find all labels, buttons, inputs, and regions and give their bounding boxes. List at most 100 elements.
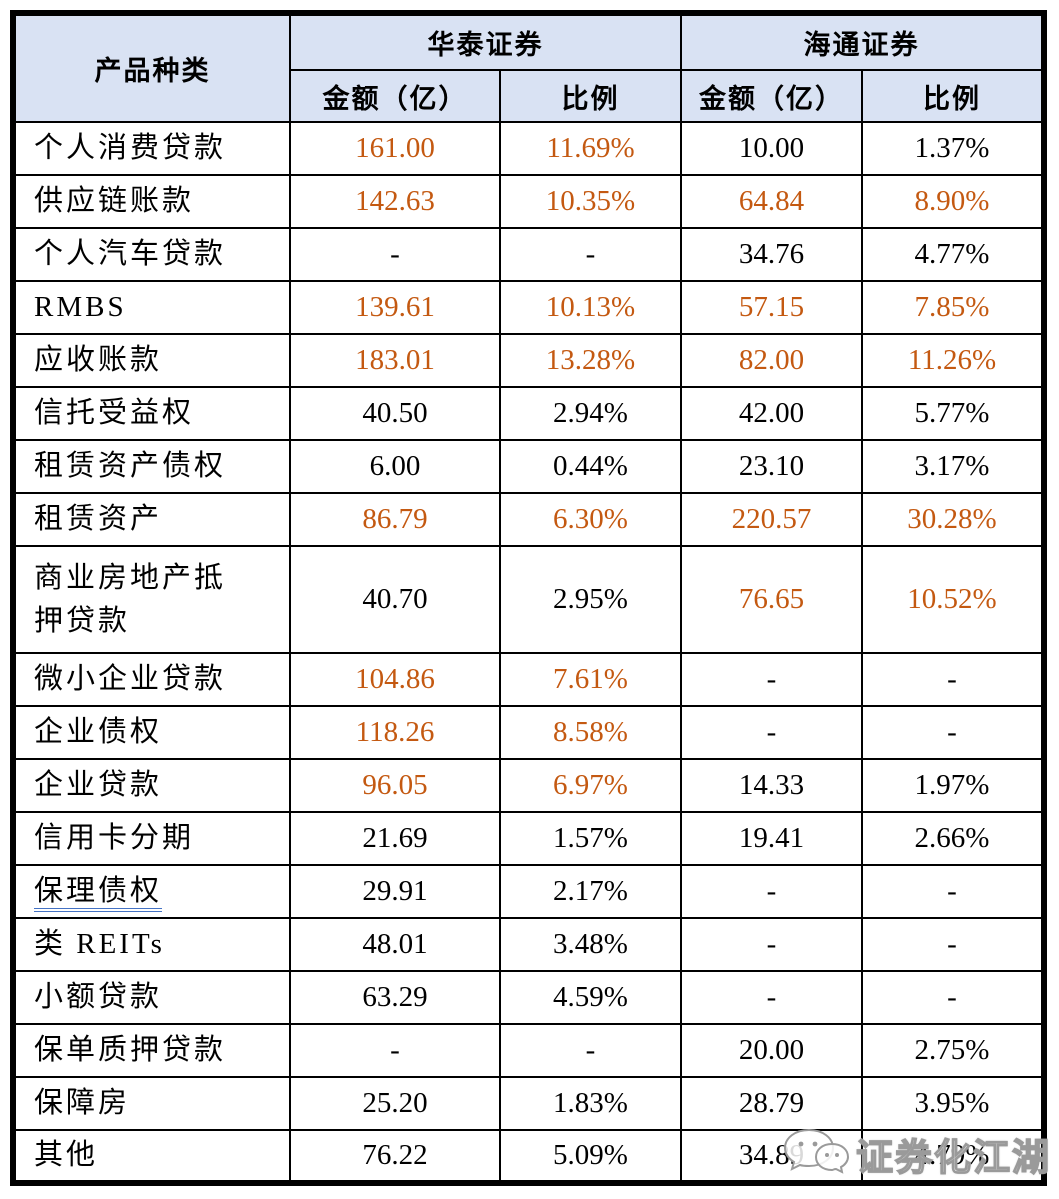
table-row: 信托受益权 40.50 2.94% 42.00 5.77%	[12, 386, 1045, 441]
product-type-label: 个人汽车贷款	[34, 238, 227, 271]
huatai-amount-cell: 63.29	[289, 970, 501, 1025]
table-row: 企业债权 118.26 8.58% - -	[12, 705, 1045, 760]
haitong-pct-cell: 8.90%	[861, 174, 1045, 229]
huatai-pct-cell: 3.48%	[499, 917, 682, 972]
huatai-amount-cell: 142.63	[289, 174, 501, 229]
table-row: 类 REITs 48.01 3.48% - -	[12, 917, 1045, 972]
huatai-amount-cell: 161.00	[289, 121, 501, 176]
huatai-amount-cell: -	[289, 1023, 501, 1078]
huatai-pct-cell: 4.59%	[499, 970, 682, 1025]
huatai-amount-cell: 183.01	[289, 333, 501, 388]
haitong-pct-cell: 5.77%	[861, 386, 1045, 441]
product-comparison-table: 产品种类 华泰证券 海通证券 金额（亿） 比例 金额（亿） 比例 个人消费贷款 1…	[10, 10, 1047, 1186]
product-type-label: 租赁资产债权	[34, 450, 227, 483]
header-group-row: 产品种类 华泰证券 海通证券	[12, 12, 1045, 123]
column-header-haitong-amount: 金额（亿）	[680, 69, 863, 123]
product-type-label: 类 REITs	[34, 928, 165, 961]
huatai-pct-cell: 7.61%	[499, 652, 682, 707]
table-row: 应收账款 183.01 13.28% 82.00 11.26%	[12, 333, 1045, 388]
haitong-amount-cell: -	[680, 864, 863, 919]
table-row: 信用卡分期 21.69 1.57% 19.41 2.66%	[12, 811, 1045, 866]
product-type-label: 信托受益权	[34, 397, 195, 430]
haitong-amount-cell: -	[680, 917, 863, 972]
huatai-pct-cell: 5.09%	[499, 1129, 682, 1184]
product-type-label: 应收账款	[34, 344, 163, 377]
huatai-pct-cell: 0.44%	[499, 439, 682, 494]
huatai-amount-cell: -	[289, 227, 501, 282]
huatai-pct-cell: 8.58%	[499, 705, 682, 760]
haitong-amount-cell: 220.57	[680, 492, 863, 547]
haitong-amount-cell: -	[680, 705, 863, 760]
product-type-label: 企业贷款	[34, 769, 163, 802]
huatai-amount-cell: 86.79	[289, 492, 501, 547]
haitong-amount-cell: 19.41	[680, 811, 863, 866]
product-type-cell: 应收账款	[12, 333, 291, 388]
huatai-amount-cell: 118.26	[289, 705, 501, 760]
column-header-huatai-amount: 金额（亿）	[289, 69, 501, 123]
column-header-product-type: 产品种类	[12, 12, 291, 123]
header-sub-row: 金额（亿） 比例 金额（亿） 比例	[13, 69, 1045, 123]
haitong-pct-cell: 7.85%	[861, 280, 1045, 335]
product-type-cell: 保障房	[12, 1076, 291, 1131]
product-type-cell: 微小企业贷款	[12, 652, 291, 707]
table-row: 租赁资产债权 6.00 0.44% 23.10 3.17%	[12, 439, 1045, 494]
haitong-pct-cell: 10.52%	[861, 545, 1045, 654]
product-type-cell: 信用卡分期	[12, 811, 291, 866]
product-type-cell: 类 REITs	[12, 917, 291, 972]
product-type-label: 保障房	[34, 1087, 131, 1120]
product-type-label: RMBS	[34, 291, 127, 324]
huatai-amount-cell: 76.22	[289, 1129, 501, 1184]
table-body: 个人消费贷款 161.00 11.69% 10.00 1.37% 供应链账款 142.63 1…	[12, 121, 1045, 1184]
huatai-pct-cell: 10.13%	[499, 280, 682, 335]
huatai-amount-cell: 29.91	[289, 864, 501, 919]
table-row: 企业贷款 96.05 6.97% 14.33 1.97%	[12, 758, 1045, 813]
table-header: 产品种类 华泰证券 海通证券 金额（亿） 比例 金额（亿） 比例	[12, 12, 1045, 123]
haitong-amount-cell: 10.00	[680, 121, 863, 176]
product-type-cell: 租赁资产债权	[12, 439, 291, 494]
haitong-amount-cell: -	[680, 970, 863, 1025]
huatai-pct-cell: 2.17%	[499, 864, 682, 919]
table-row: 供应链账款 142.63 10.35% 64.84 8.90%	[12, 174, 1045, 229]
haitong-amount-cell: 34.76	[680, 227, 863, 282]
product-type-label: 个人消费贷款	[34, 132, 227, 165]
huatai-pct-cell: 11.69%	[499, 121, 682, 176]
huatai-amount-cell: 48.01	[289, 917, 501, 972]
haitong-pct-cell: -	[861, 917, 1045, 972]
haitong-pct-cell: 2.75%	[861, 1023, 1045, 1078]
product-type-cell: 供应链账款	[12, 174, 291, 229]
comparison-table-container: 产品种类 华泰证券 海通证券 金额（亿） 比例 金额（亿） 比例 个人消费贷款 1…	[10, 10, 1047, 1186]
product-type-label: 信用卡分期	[34, 822, 195, 855]
huatai-amount-cell: 96.05	[289, 758, 501, 813]
haitong-pct-cell: 11.26%	[861, 333, 1045, 388]
huatai-amount-cell: 21.69	[289, 811, 501, 866]
haitong-pct-cell: 3.95%	[861, 1076, 1045, 1131]
table-row: 个人汽车贷款 - -34.76 4.77%	[12, 227, 1045, 282]
haitong-pct-cell: -	[861, 864, 1045, 919]
product-type-cell: 企业债权	[12, 705, 291, 760]
table-row: 小额贷款 63.29 4.59% - -	[12, 970, 1045, 1025]
table-row: 其他 76.22 5.09% 34.89 4.79%	[12, 1129, 1045, 1184]
huatai-amount-cell: 40.50	[289, 386, 501, 441]
haitong-pct-cell: 1.37%	[861, 121, 1045, 176]
huatai-amount-cell: 6.00	[289, 439, 501, 494]
huatai-pct-cell: -	[499, 227, 682, 282]
haitong-amount-cell: 82.00	[680, 333, 863, 388]
column-header-haitong-pct: 比例	[861, 69, 1045, 123]
haitong-pct-cell: 4.79%	[861, 1129, 1045, 1184]
table-row: 微小企业贷款 104.86 7.61% - -	[12, 652, 1045, 707]
haitong-pct-cell: -	[861, 652, 1045, 707]
haitong-amount-cell: 20.00	[680, 1023, 863, 1078]
product-type-label: 其他	[34, 1139, 99, 1172]
haitong-amount-cell: 23.10	[680, 439, 863, 494]
table-row: 保单质押贷款 - -20.00 2.75%	[12, 1023, 1045, 1078]
haitong-amount-cell: 34.89	[680, 1129, 863, 1184]
haitong-amount-cell: 76.65	[680, 545, 863, 654]
huatai-amount-cell: 104.86	[289, 652, 501, 707]
huatai-pct-cell: 1.83%	[499, 1076, 682, 1131]
table-row: 个人消费贷款 161.00 11.69% 10.00 1.37%	[12, 121, 1045, 176]
haitong-amount-cell: -	[680, 652, 863, 707]
haitong-amount-cell: 14.33	[680, 758, 863, 813]
huatai-pct-cell: 6.30%	[499, 492, 682, 547]
product-type-label: 企业债权	[34, 716, 163, 749]
product-type-cell: 商业房地产抵押贷款	[12, 545, 291, 654]
